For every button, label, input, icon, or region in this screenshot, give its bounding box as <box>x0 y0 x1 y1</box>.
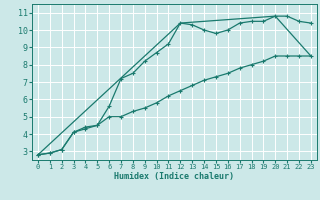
X-axis label: Humidex (Indice chaleur): Humidex (Indice chaleur) <box>115 172 234 181</box>
